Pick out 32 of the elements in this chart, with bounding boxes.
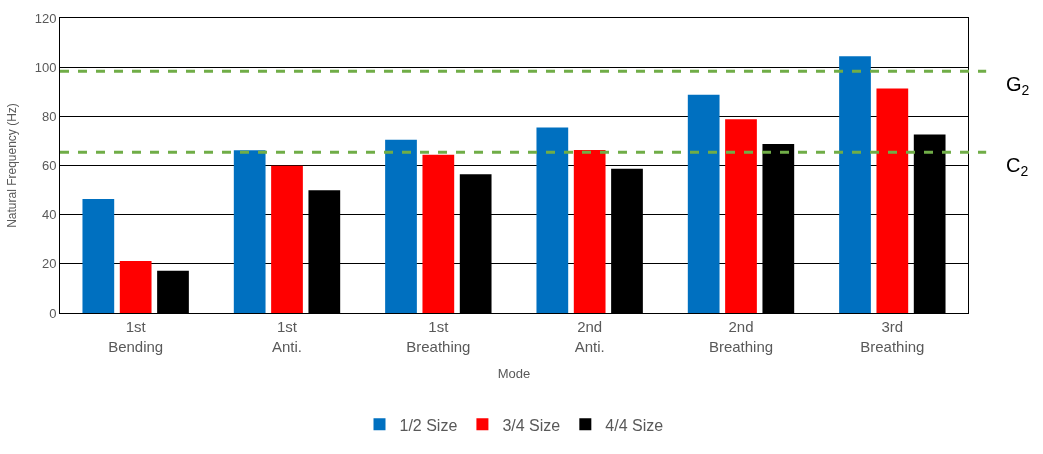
y-axis-title: Natural Frequency (Hz) <box>5 103 19 228</box>
y-tick-label: 20 <box>41 256 57 272</box>
bar <box>573 150 606 313</box>
ref-line-label: G$_{2}$ <box>1006 73 1030 99</box>
y-tick-label: 80 <box>41 108 57 124</box>
bar <box>536 127 569 313</box>
bar <box>876 88 909 313</box>
bar <box>233 150 266 313</box>
bar <box>687 94 720 313</box>
legend-label: 3/4 Size <box>502 416 561 434</box>
bar <box>839 56 871 313</box>
ref-line-label: C$_{2}$ <box>1006 154 1029 180</box>
legend-label: 1/2 Size <box>399 416 458 434</box>
bar <box>725 119 757 313</box>
x-tick-label: 1st Anti. <box>271 318 303 355</box>
x-axis-title: Mode <box>497 366 531 382</box>
y-tick-label: 40 <box>41 207 57 223</box>
bar <box>422 154 455 313</box>
x-tick-label: 2nd Anti. <box>574 318 605 355</box>
bar <box>385 139 417 313</box>
y-tick-label: 100 <box>34 59 57 75</box>
x-tick-label: 3rd Breathing <box>860 318 925 355</box>
bar <box>82 198 115 313</box>
legend-label: 4/4 Size <box>605 416 664 434</box>
bar <box>119 260 152 313</box>
y-tick-label: 60 <box>41 158 57 174</box>
x-tick-label: 1st Bending <box>108 318 164 355</box>
x-tick-label: 2nd Breathing <box>708 318 774 355</box>
y-tick-label: 0 <box>49 305 57 321</box>
y-tick-label: 120 <box>34 10 57 26</box>
x-tick-label: 1st Breathing <box>406 318 471 355</box>
bar <box>271 165 303 313</box>
